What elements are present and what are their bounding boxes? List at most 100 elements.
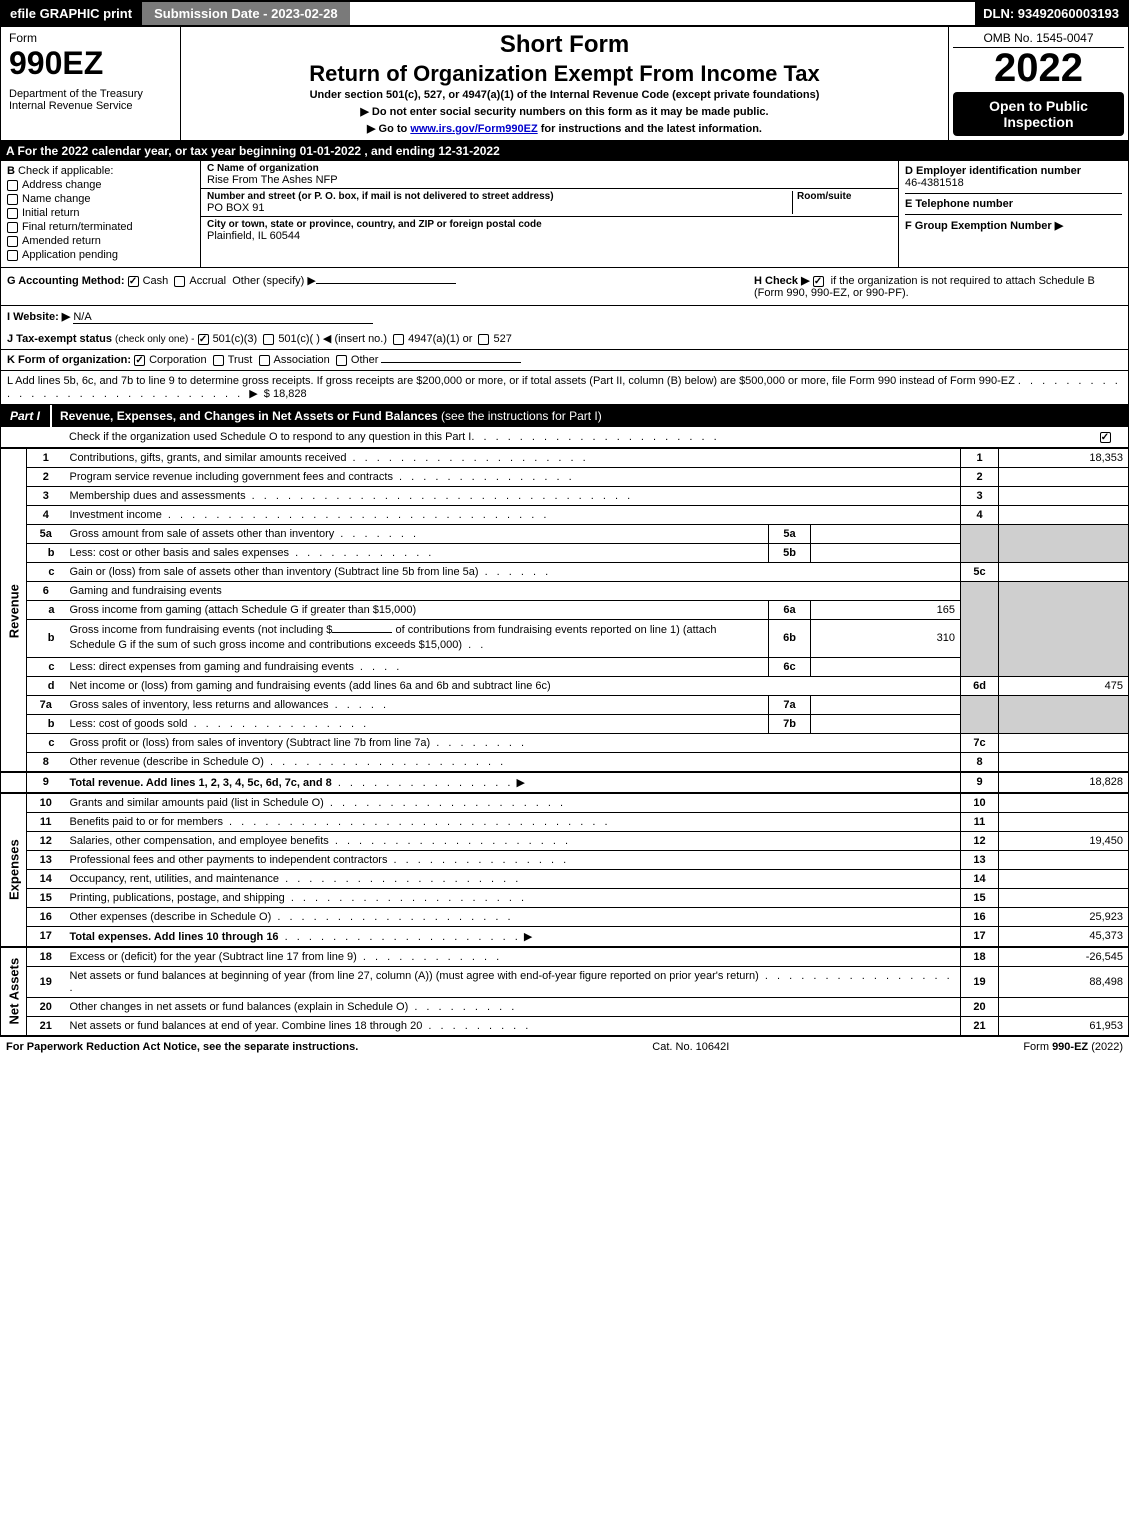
chk-association[interactable] (259, 355, 270, 366)
row-gh: G Accounting Method: Cash Accrual Other … (0, 268, 1129, 306)
r-val (999, 869, 1129, 888)
irs-link[interactable]: www.irs.gov/Form990EZ (410, 123, 537, 135)
checkbox-cash[interactable] (128, 276, 139, 287)
line-desc: Printing, publications, postage, and shi… (65, 888, 961, 907)
header-center: Short Form Return of Organization Exempt… (181, 27, 948, 140)
chk-4947[interactable] (393, 334, 404, 345)
part-i-title: Revenue, Expenses, and Changes in Net As… (52, 405, 1129, 427)
contributions-blank[interactable] (332, 632, 392, 633)
k-corp: Corporation (149, 354, 206, 366)
mid-val (811, 695, 961, 714)
shaded-cell (961, 525, 999, 563)
line-desc: Gross sales of inventory, less returns a… (65, 695, 769, 714)
r-num: 4 (961, 506, 999, 525)
section-l: L Add lines 5b, 6c, and 7b to line 9 to … (0, 371, 1129, 405)
chk-schedule-o[interactable] (1100, 432, 1111, 443)
line-num: 8 (27, 752, 65, 772)
table-row: 12 Salaries, other compensation, and emp… (1, 831, 1129, 850)
page-footer: For Paperwork Reduction Act Notice, see … (0, 1036, 1129, 1057)
checkbox-icon[interactable] (7, 180, 18, 191)
line-num: c (27, 657, 65, 676)
line-num: 6 (27, 582, 65, 601)
ein-value: 46-4381518 (905, 177, 1122, 189)
line-num: c (27, 563, 65, 582)
section-k: K Form of organization: Corporation Trus… (0, 350, 1129, 371)
line-num: 15 (27, 888, 65, 907)
shaded-cell (999, 582, 1129, 677)
chk-501c[interactable] (263, 334, 274, 345)
open-to-public: Open to Public Inspection (953, 92, 1124, 136)
table-row: 17 Total expenses. Add lines 10 through … (1, 926, 1129, 947)
r-val (999, 468, 1129, 487)
chk-initial-return: Initial return (7, 207, 194, 219)
table-row: 7a Gross sales of inventory, less return… (1, 695, 1129, 714)
checkbox-icon[interactable] (7, 250, 18, 261)
line-desc: Net income or (loss) from gaming and fun… (65, 676, 961, 695)
part-i-title-rest: (see the instructions for Part I) (438, 409, 602, 423)
line-num: 4 (27, 506, 65, 525)
r-num: 21 (961, 1016, 999, 1035)
checkbox-icon[interactable] (7, 194, 18, 205)
k-other-input[interactable] (381, 362, 521, 363)
financial-table: Revenue 1 Contributions, gifts, grants, … (0, 448, 1129, 1036)
revenue-label: Revenue (1, 449, 27, 772)
line-num: 9 (27, 772, 65, 793)
line-num: 18 (27, 947, 65, 967)
checkbox-icon[interactable] (7, 222, 18, 233)
line-desc: Other revenue (describe in Schedule O) .… (65, 752, 961, 772)
line-num: 17 (27, 926, 65, 947)
spacer (1, 772, 27, 793)
chk-other[interactable] (336, 355, 347, 366)
j-opt4: 527 (493, 333, 511, 345)
r-val: 45,373 (999, 926, 1129, 947)
chk-501c3[interactable] (198, 334, 209, 345)
instruction-1: ▶ Do not enter social security numbers o… (185, 105, 944, 118)
checkbox-h[interactable] (813, 276, 824, 287)
j-opt1: 501(c)(3) (213, 333, 258, 345)
l-text: L Add lines 5b, 6c, and 7b to line 9 to … (7, 375, 1015, 387)
r-val: 61,953 (999, 1016, 1129, 1035)
part-i-header: Part I Revenue, Expenses, and Changes in… (0, 405, 1129, 427)
mid-num: 7a (769, 695, 811, 714)
line-desc: Gross income from fundraising events (no… (65, 620, 769, 658)
chk-corporation[interactable] (134, 355, 145, 366)
table-row: b Less: cost of goods sold . . . . . . .… (1, 714, 1129, 733)
b-check-label: Check if applicable: (18, 165, 113, 177)
table-row: a Gross income from gaming (attach Sched… (1, 601, 1129, 620)
i-label: I Website: ▶ (7, 311, 70, 323)
instr2-pre: ▶ Go to (367, 123, 410, 135)
line-desc: Benefits paid to or for members . . . . … (65, 812, 961, 831)
form-title: Return of Organization Exempt From Incom… (185, 61, 944, 87)
line-desc: Gross income from gaming (attach Schedul… (65, 601, 769, 620)
r-num: 18 (961, 947, 999, 967)
checkbox-icon[interactable] (7, 208, 18, 219)
d-ein-label: D Employer identification number (905, 165, 1122, 177)
table-row: c Gain or (loss) from sale of assets oth… (1, 563, 1129, 582)
tax-year: 2022 (953, 48, 1124, 88)
line-num: 10 (27, 793, 65, 813)
r-val (999, 487, 1129, 506)
table-row: 6 Gaming and fundraising events (1, 582, 1129, 601)
table-row: 5a Gross amount from sale of assets othe… (1, 525, 1129, 544)
line-desc: Investment income . . . . . . . . . . . … (65, 506, 961, 525)
r-val: -26,545 (999, 947, 1129, 967)
r-num: 16 (961, 907, 999, 926)
checkbox-icon[interactable] (7, 236, 18, 247)
r-val: 19,450 (999, 831, 1129, 850)
chk-trust[interactable] (213, 355, 224, 366)
g-other-input[interactable] (316, 283, 456, 284)
r-num: 5c (961, 563, 999, 582)
shaded-cell (999, 695, 1129, 733)
r-val (999, 850, 1129, 869)
org-city: Plainfield, IL 60544 (207, 230, 892, 242)
j-label: J Tax-exempt status (7, 333, 112, 345)
org-address: PO BOX 91 (207, 202, 792, 214)
g-accrual: Accrual (189, 275, 226, 287)
line-desc: Net assets or fund balances at beginning… (65, 966, 961, 997)
line-num: b (27, 714, 65, 733)
line-desc: Total expenses. Add lines 10 through 16 … (65, 926, 961, 947)
chk-527[interactable] (478, 334, 489, 345)
g-other: Other (specify) ▶ (232, 275, 316, 287)
r-val: 475 (999, 676, 1129, 695)
checkbox-accrual[interactable] (174, 276, 185, 287)
